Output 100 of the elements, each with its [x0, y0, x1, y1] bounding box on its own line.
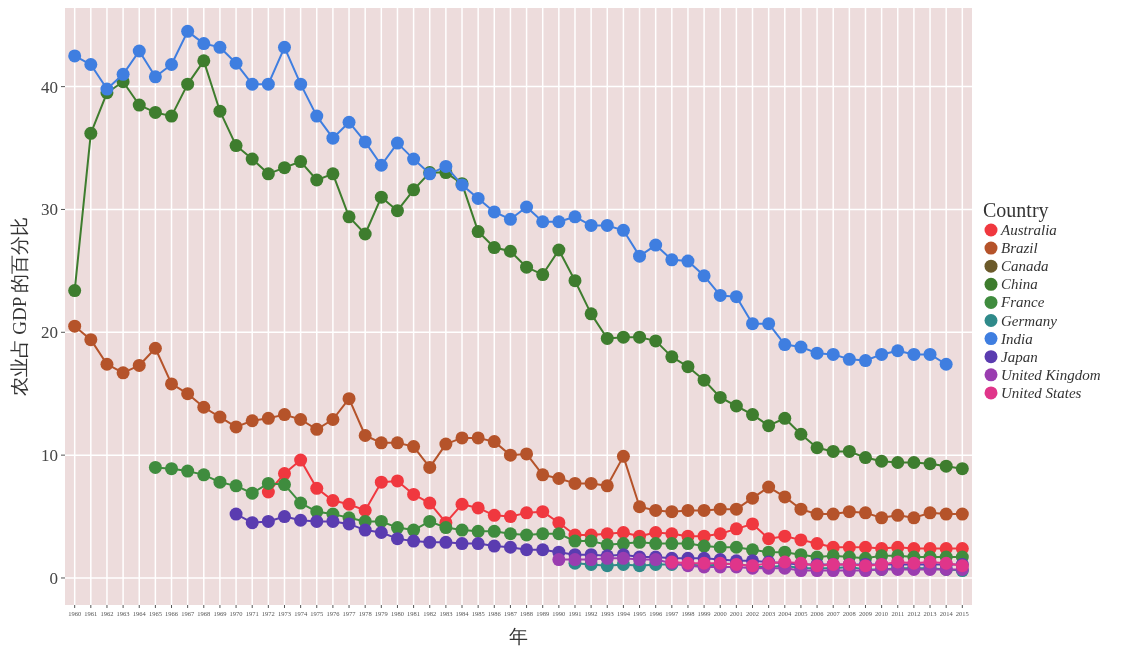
point — [729, 502, 743, 516]
point — [148, 460, 162, 474]
point — [649, 537, 663, 551]
point — [633, 500, 647, 514]
point — [520, 200, 534, 214]
point — [568, 210, 582, 224]
point — [503, 448, 517, 462]
point — [261, 167, 275, 181]
point — [794, 533, 808, 547]
point — [568, 534, 582, 548]
point — [197, 468, 211, 482]
point — [277, 161, 291, 175]
legend-label: United States — [1001, 384, 1082, 401]
point — [407, 183, 421, 197]
point — [197, 400, 211, 414]
point — [762, 532, 776, 546]
point — [326, 494, 340, 508]
point — [746, 317, 760, 331]
point — [374, 190, 388, 204]
point — [487, 241, 501, 255]
point — [439, 521, 453, 535]
point — [907, 347, 921, 361]
point — [649, 334, 663, 348]
point — [100, 357, 114, 371]
point — [181, 387, 195, 401]
point — [439, 535, 453, 549]
point — [536, 268, 550, 282]
point — [358, 523, 372, 537]
point — [148, 105, 162, 119]
point — [810, 507, 824, 521]
point — [729, 290, 743, 304]
point — [390, 204, 404, 218]
point — [407, 523, 421, 537]
point — [277, 467, 291, 481]
point — [229, 479, 243, 493]
point — [552, 243, 566, 257]
point — [826, 444, 840, 458]
point — [84, 333, 98, 347]
point — [665, 253, 679, 267]
point — [487, 435, 501, 449]
point — [326, 514, 340, 528]
point — [697, 373, 711, 387]
point — [503, 527, 517, 541]
point — [245, 516, 259, 530]
point — [842, 505, 856, 519]
point — [503, 540, 517, 554]
point — [584, 553, 598, 567]
point — [633, 249, 647, 263]
point — [148, 70, 162, 84]
point — [471, 501, 485, 515]
point — [165, 462, 179, 476]
point — [503, 212, 517, 226]
point — [439, 159, 453, 173]
point — [616, 537, 630, 551]
point — [649, 238, 663, 252]
point — [165, 109, 179, 123]
point — [455, 523, 469, 537]
point — [649, 503, 663, 517]
point — [390, 136, 404, 150]
point — [132, 98, 146, 112]
point — [633, 330, 647, 344]
point — [294, 77, 308, 91]
point — [584, 476, 598, 490]
point — [503, 510, 517, 524]
point — [600, 331, 614, 345]
point — [471, 524, 485, 538]
point — [746, 408, 760, 422]
point — [358, 227, 372, 241]
point — [358, 428, 372, 442]
point — [713, 288, 727, 302]
point — [584, 307, 598, 321]
point — [520, 543, 534, 557]
point — [826, 507, 840, 521]
point — [584, 218, 598, 232]
point — [374, 475, 388, 489]
point — [245, 77, 259, 91]
point — [536, 527, 550, 541]
point — [407, 440, 421, 454]
point — [294, 453, 308, 467]
point — [875, 347, 889, 361]
point — [923, 506, 937, 520]
point — [294, 155, 308, 169]
point — [891, 344, 905, 358]
point — [665, 505, 679, 519]
point — [229, 139, 243, 153]
point — [729, 522, 743, 536]
point — [762, 317, 776, 331]
point — [358, 135, 372, 149]
point — [261, 476, 275, 490]
point — [277, 408, 291, 422]
point — [277, 40, 291, 54]
point — [471, 431, 485, 445]
point — [633, 535, 647, 549]
point — [520, 528, 534, 542]
point — [810, 537, 824, 551]
point — [875, 511, 889, 525]
point — [229, 420, 243, 434]
legend-label: Canada — [1001, 258, 1049, 275]
point — [326, 413, 340, 427]
point — [310, 514, 324, 528]
